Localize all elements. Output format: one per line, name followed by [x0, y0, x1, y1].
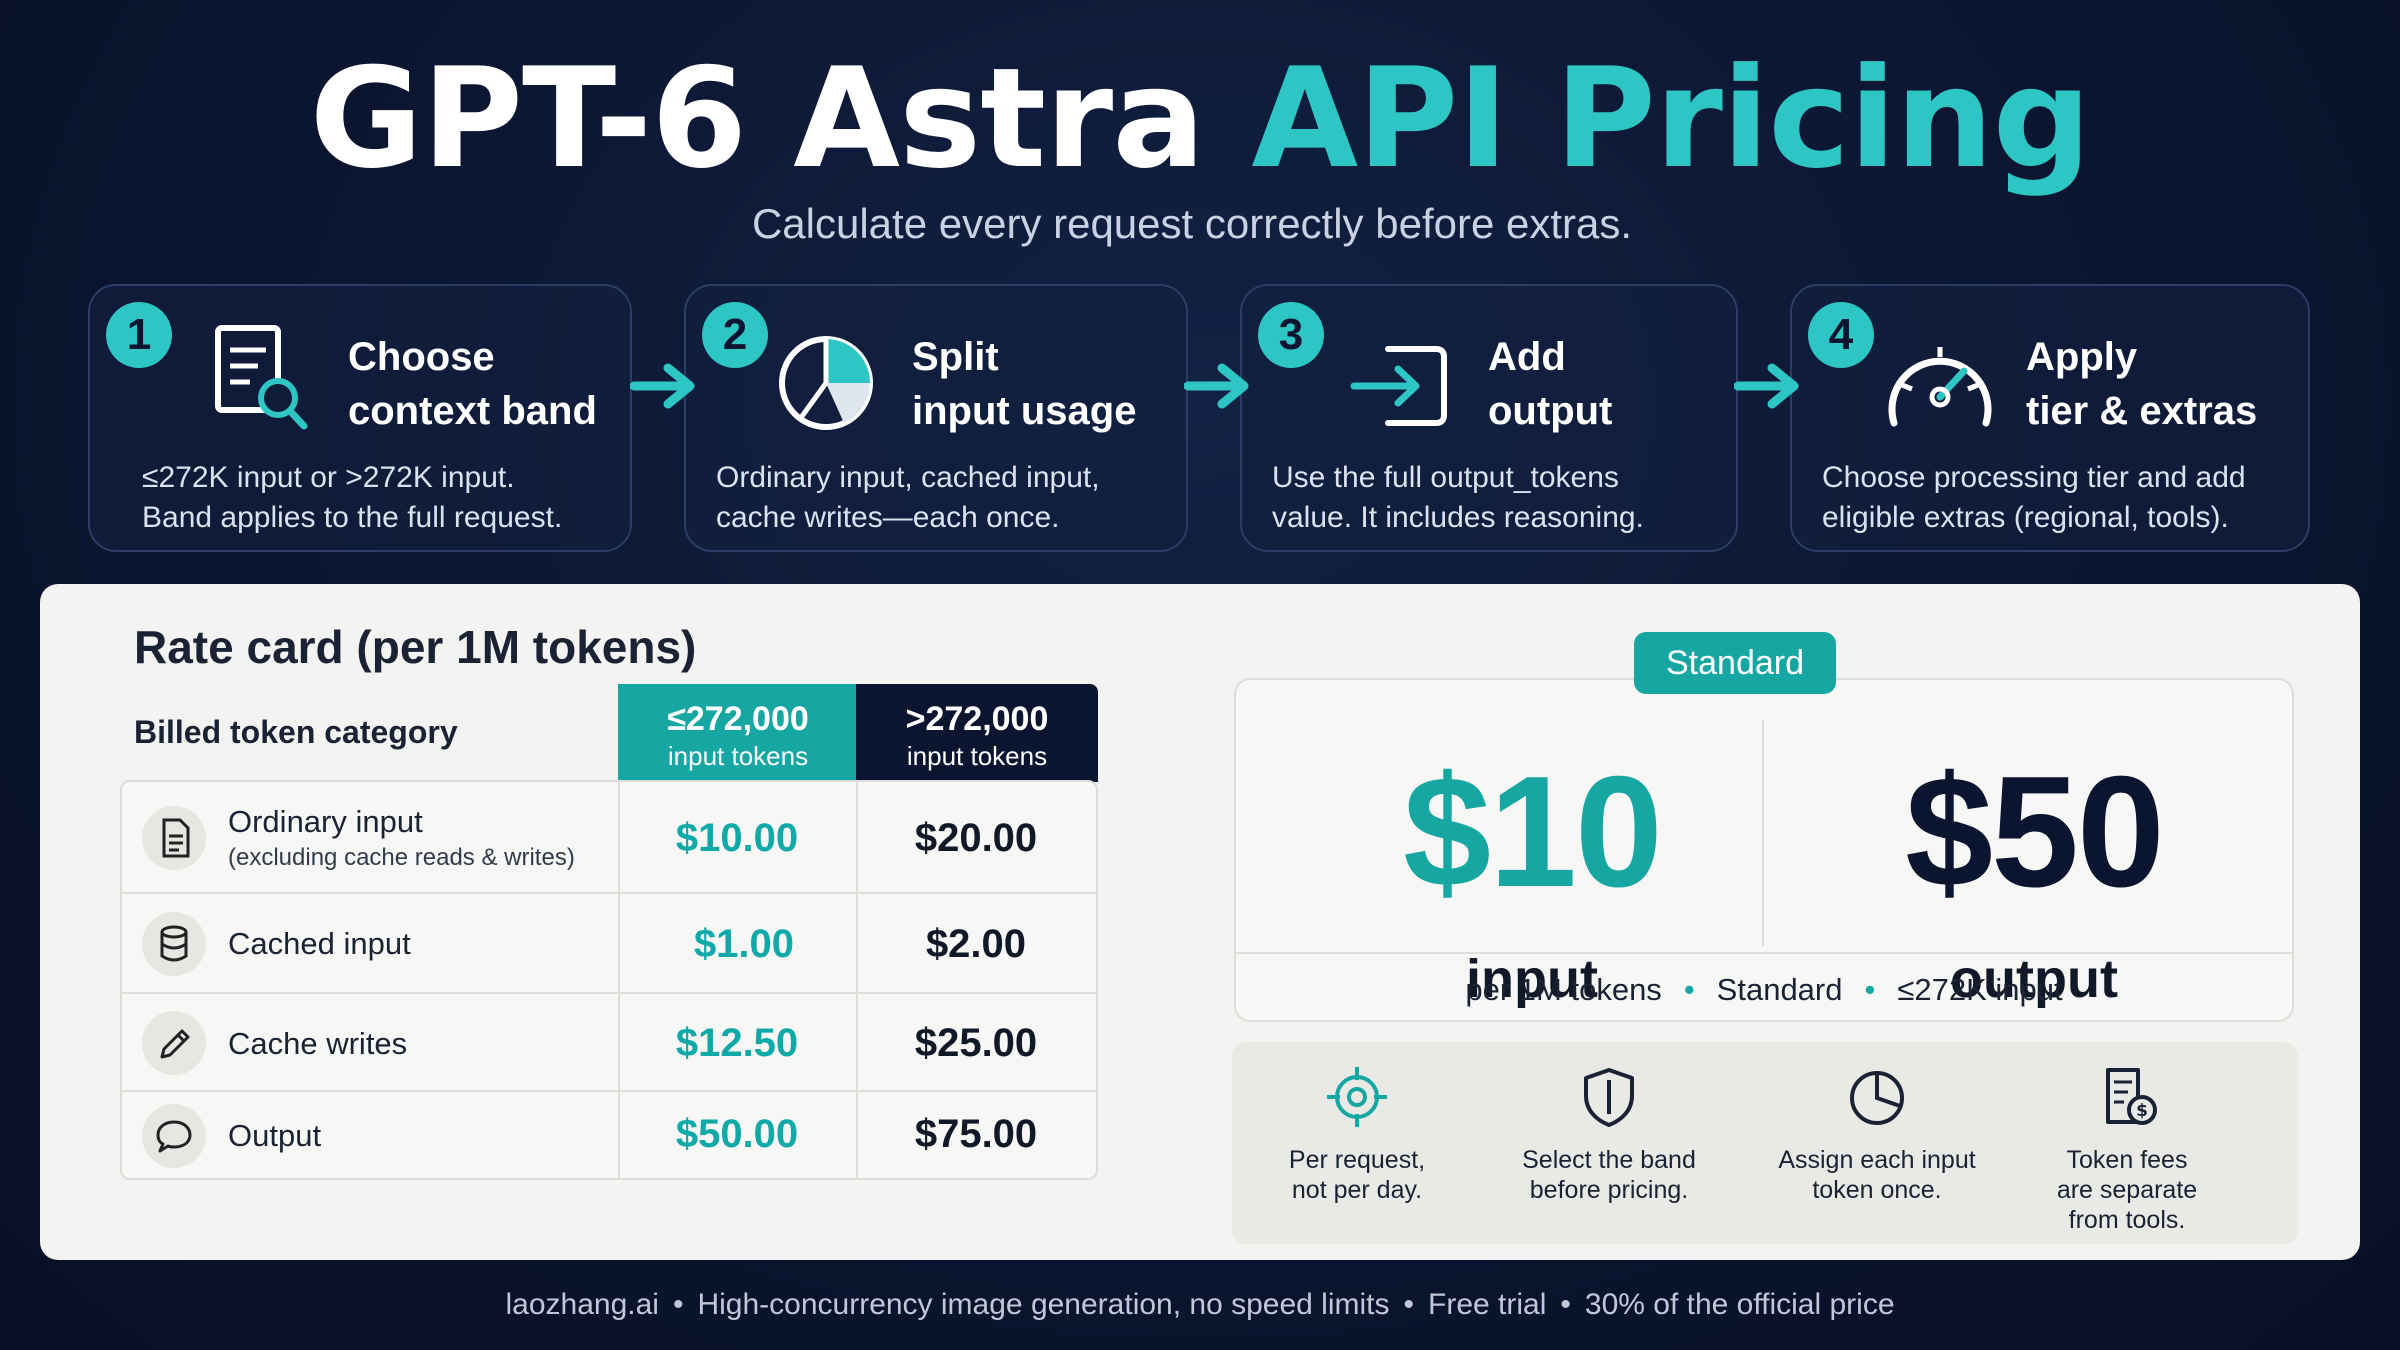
table-row: Ordinary input (excluding cache reads & …	[122, 782, 1096, 894]
category-header: Billed token category	[134, 714, 458, 750]
document-icon	[142, 806, 206, 870]
step-card-1: 1 Choose context band ≤272K input or >272…	[88, 284, 632, 552]
chat-bubble-icon	[142, 1104, 206, 1168]
step-number: 1	[106, 302, 172, 368]
row-label: Ordinary input	[228, 804, 423, 839]
page-title: GPT-6 Astra API Pricing	[0, 38, 2400, 199]
step-description: Ordinary input, cached input, cache write…	[716, 461, 1100, 534]
pencil-icon	[142, 1011, 206, 1075]
arrow-right-icon	[1184, 363, 1249, 409]
title-main: GPT-6 Astra	[309, 38, 1252, 199]
price-standard: $12.50	[675, 1021, 799, 1065]
price-long-context: $25.00	[914, 1021, 1038, 1065]
column-header-standard: ≤272,000 input tokens	[618, 684, 858, 782]
notes-strip: Per request, not per day. Select the band…	[1232, 1042, 2298, 1244]
step-description: Choose processing tier and add eligible e…	[1822, 461, 2246, 534]
row-sublabel: (excluding cache reads & writes)	[228, 844, 575, 871]
pricing-panel: Rate card (per 1M tokens) Billed token c…	[40, 584, 2360, 1260]
price-standard: $1.00	[693, 922, 795, 966]
page-footer: laozhang.ai • High-concurrency image gener…	[505, 1288, 1895, 1321]
input-label: input	[1466, 949, 1598, 1009]
database-icon	[142, 912, 206, 976]
pie-chart-icon	[1850, 1071, 1904, 1125]
enter-arrow-icon	[1350, 346, 1447, 426]
steps-row: 1 Choose context band ≤272K input or >272…	[0, 284, 2400, 554]
output-label: output	[1950, 949, 2118, 1009]
title-accent: API Pricing	[1251, 38, 2091, 199]
standard-price-card: $10 input $50 output per 1M tokens • Stand…	[1234, 678, 2294, 1022]
price-standard: $10.00	[675, 816, 799, 860]
standard-card-footer: per 1M tokens • Standard • ≤272K input	[1465, 972, 2063, 1007]
step-number: 3	[1258, 302, 1324, 368]
step-title: Apply tier & extras	[2026, 335, 2258, 433]
arrow-right-icon	[630, 363, 695, 409]
column-header-long: >272,000 input tokens	[856, 684, 1098, 782]
document-search-icon	[215, 325, 308, 430]
divider	[1236, 952, 2292, 954]
standard-badge: Standard	[1634, 632, 1836, 694]
price-long-context: $75.00	[914, 1112, 1038, 1156]
pie-chart-icon	[779, 336, 873, 430]
row-label: Cache writes	[228, 1026, 408, 1061]
output-price: $50	[1905, 744, 2165, 920]
step-description: Use the full output_tokens value. It incl…	[1272, 461, 1644, 534]
note-item: Select the band before pricing.	[1484, 1062, 1734, 1205]
step-description: ≤272K input or >272K input. Band applies …	[142, 461, 563, 534]
arrow-right-icon	[1734, 363, 1799, 409]
speedometer-icon	[1888, 347, 1992, 427]
step-card-2: 2 Split input usage Ordinary input, cache…	[684, 284, 1188, 552]
rate-table: Ordinary input (excluding cache reads & …	[120, 780, 1098, 1180]
receipt-dollar-icon: $	[2106, 1068, 2157, 1125]
row-label: Cached input	[228, 926, 411, 961]
divider	[1762, 720, 1764, 946]
note-item: $ Token fees are separate from tools.	[2002, 1062, 2252, 1235]
step-number: 4	[1808, 302, 1874, 368]
price-standard: $50.00	[675, 1112, 799, 1156]
note-item: Assign each input token once.	[1752, 1062, 2002, 1205]
table-row: Cache writes $12.50 $25.00	[122, 994, 1096, 1092]
target-icon	[1327, 1067, 1387, 1127]
rate-card-title: Rate card (per 1M tokens)	[134, 621, 697, 673]
svg-text:$: $	[2136, 1101, 2148, 1121]
price-long-context: $20.00	[914, 816, 1038, 860]
step-number: 2	[702, 302, 768, 368]
price-long-context: $2.00	[925, 922, 1027, 966]
page-subtitle: Calculate every request correctly before…	[751, 200, 1633, 247]
step-title: Add output	[1488, 335, 1613, 433]
row-label: Output	[228, 1118, 322, 1153]
step-card-4: 4 Apply tier & extras Choose processing t…	[1790, 284, 2310, 552]
table-row: Output $50.00 $75.00	[122, 1092, 1096, 1180]
shield-icon	[1584, 1068, 1634, 1127]
step-card-3: 3 Add output Use the full output_tokens va…	[1240, 284, 1738, 552]
note-item: Per request, not per day.	[1232, 1062, 1482, 1205]
step-title: Split input usage	[912, 335, 1137, 433]
table-row: Cached input $1.00 $2.00	[122, 894, 1096, 994]
step-title: Choose context band	[348, 335, 597, 433]
input-price: $10	[1403, 744, 1663, 920]
